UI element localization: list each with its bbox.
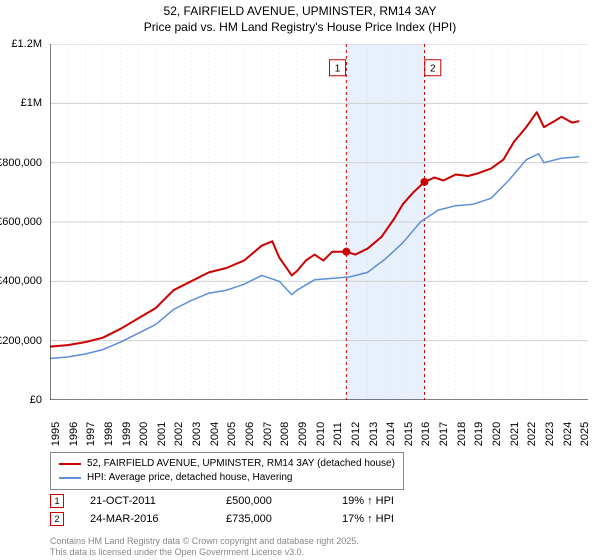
x-tick-label: 1996 [68,422,80,446]
x-tick-label: 2025 [579,422,591,446]
footer-attribution: Contains HM Land Registry data © Crown c… [50,536,359,558]
x-tick-label: 2015 [403,422,415,446]
y-tick-label: £1M [21,97,42,109]
x-tick-label: 2019 [473,422,485,446]
y-tick-label: £600,000 [0,216,42,228]
x-tick-label: 2006 [244,422,256,446]
x-tick-label: 2000 [138,422,150,446]
sale-row: 1 21-OCT-2011 £500,000 19% ↑ HPI [50,494,588,508]
y-tick-label: £200,000 [0,335,42,347]
svg-text:2: 2 [430,64,436,75]
sale-price: £735,000 [226,513,316,525]
sale-row: 2 24-MAR-2016 £735,000 17% ↑ HPI [50,512,588,526]
chart-title: 52, FAIRFIELD AVENUE, UPMINSTER, RM14 3A… [0,4,600,18]
x-tick-label: 2010 [315,422,327,446]
legend: 52, FAIRFIELD AVENUE, UPMINSTER, RM14 3A… [50,452,404,490]
x-tick-label: 2003 [191,422,203,446]
x-tick-label: 2017 [438,422,450,446]
footer-line-1: Contains HM Land Registry data © Crown c… [50,536,359,547]
x-tick-label: 1997 [85,422,97,446]
x-tick-label: 2020 [491,422,503,446]
plot-area: 12 [50,44,588,400]
sale-delta: 19% ↑ HPI [342,495,394,507]
svg-text:1: 1 [335,64,341,75]
sale-date: 24-MAR-2016 [90,513,200,525]
sale-date: 21-OCT-2011 [90,495,200,507]
x-tick-label: 2014 [385,422,397,446]
x-tick-label: 2007 [262,422,274,446]
x-tick-label: 1995 [50,422,62,446]
x-tick-label: 2008 [279,422,291,446]
x-tick-label: 2023 [544,422,556,446]
sale-marker: 2 [50,512,64,526]
x-tick-label: 1999 [121,422,133,446]
footer-line-2: This data is licensed under the Open Gov… [50,547,359,558]
x-tick-label: 2018 [456,422,468,446]
x-tick-label: 2012 [350,422,362,446]
sale-marker: 1 [50,494,64,508]
x-tick-label: 2013 [368,422,380,446]
sale-price: £500,000 [226,495,316,507]
x-tick-label: 2009 [297,422,309,446]
x-tick-label: 2016 [420,422,432,446]
x-axis-ticks: 1995 1996 1997 1998 1999 2000 2001 2002 2003 2004… [50,404,588,452]
sales-list: 1 21-OCT-2011 £500,000 19% ↑ HPI 2 24-MAR-201… [50,494,588,530]
x-tick-label: 2022 [526,422,538,446]
x-tick-label: 1998 [103,422,115,446]
x-tick-label: 2001 [156,422,168,446]
y-tick-label: £1.2M [11,38,42,50]
x-tick-label: 2005 [226,422,238,446]
chart-subtitle: Price paid vs. HM Land Registry's House … [0,20,600,34]
x-tick-label: 2002 [173,422,185,446]
y-axis-ticks: £0£200,000£400,000£600,000£800,000£1M£1.… [0,44,46,400]
y-tick-label: £400,000 [0,275,42,287]
x-tick-label: 2024 [562,422,574,446]
legend-swatch [59,463,81,465]
y-tick-label: £0 [30,394,42,406]
x-tick-label: 2011 [332,422,344,446]
legend-swatch [59,477,81,479]
legend-row: 52, FAIRFIELD AVENUE, UPMINSTER, RM14 3A… [59,457,395,471]
x-tick-label: 2021 [509,422,521,446]
sale-delta: 17% ↑ HPI [342,513,394,525]
x-tick-label: 2004 [209,422,221,446]
y-tick-label: £800,000 [0,157,42,169]
legend-label: HPI: Average price, detached house, Have… [87,471,293,485]
legend-label: 52, FAIRFIELD AVENUE, UPMINSTER, RM14 3A… [87,457,395,471]
legend-row: HPI: Average price, detached house, Have… [59,471,395,485]
